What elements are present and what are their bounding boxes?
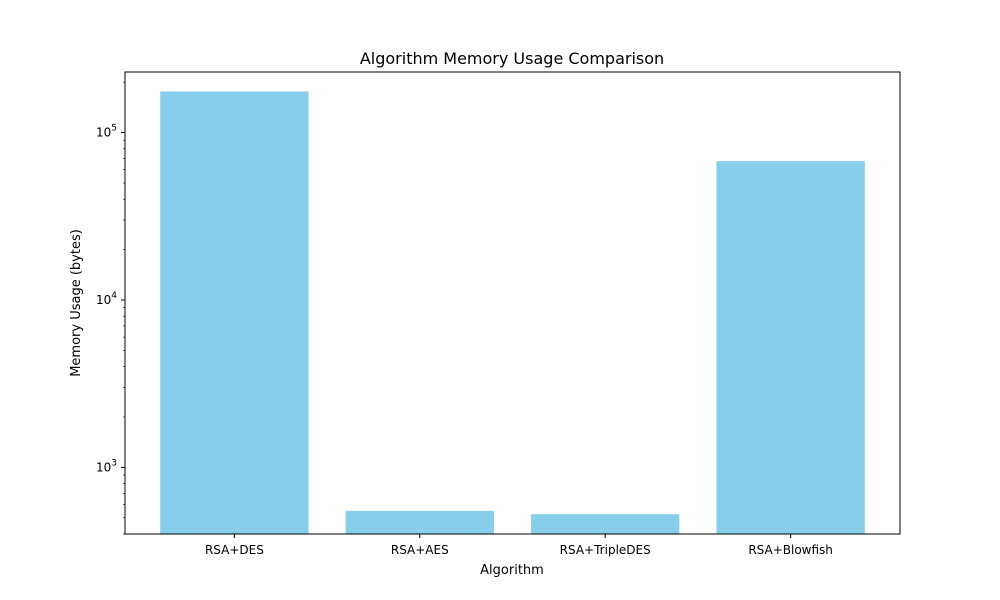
x-tick-label: RSA+AES (391, 543, 449, 557)
x-axis-ticks: RSA+DES RSA+AES RSA+TripleDES RSA+Blowfish (205, 534, 833, 557)
bar-rsa-des (160, 91, 309, 534)
y-axis-ticks: 103 104 105 (96, 81, 125, 535)
x-axis-label: Algorithm (480, 563, 544, 578)
chart-title: Algorithm Memory Usage Comparison (360, 49, 664, 68)
bars-group (160, 91, 865, 534)
x-tick-label: RSA+TripleDES (560, 543, 651, 557)
y-tick-label: 104 (96, 291, 117, 307)
bar-rsa-aes (345, 510, 494, 534)
plot-area-frame (124, 71, 901, 535)
bar-rsa-tripledes (531, 514, 680, 534)
x-tick-label: RSA+Blowfish (748, 543, 833, 557)
y-tick-label: 105 (96, 124, 117, 140)
y-axis-label: Memory Usage (bytes) (69, 229, 84, 377)
y-tick-label: 103 (96, 458, 117, 474)
bar-rsa-blowfish (716, 161, 865, 534)
x-tick-label: RSA+DES (205, 543, 264, 557)
